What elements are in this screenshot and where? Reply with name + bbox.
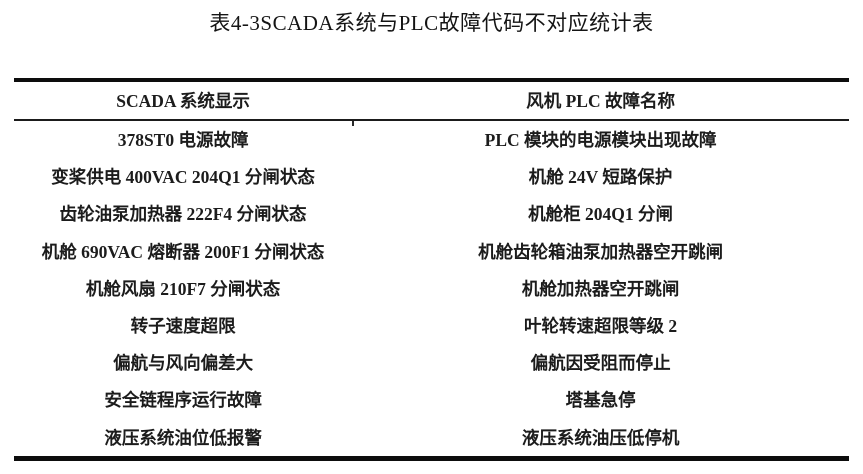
table-row: 378ST0 电源故障 PLC 模块的电源模块出现故障 bbox=[14, 121, 849, 158]
fault-code-table: SCADA 系统显示 风机 PLC 故障名称 378ST0 电源故障 PLC 模… bbox=[14, 78, 849, 461]
table-row: 机舱 690VAC 熔断器 200F1 分闸状态 机舱齿轮箱油泵加热器空开跳闸 bbox=[14, 233, 849, 270]
plc-cell: 机舱 24V 短路保护 bbox=[528, 167, 673, 188]
table-row: 变桨供电 400VAC 204Q1 分闸状态 机舱 24V 短路保护 bbox=[14, 158, 849, 195]
column-divider-tick bbox=[352, 121, 355, 126]
scada-cell: 变桨供电 400VAC 204Q1 分闸状态 bbox=[51, 167, 315, 188]
scada-cell: 齿轮油泵加热器 222F4 分闸状态 bbox=[59, 204, 307, 225]
column-header-scada: SCADA 系统显示 bbox=[116, 91, 250, 111]
table-caption: 表4-3SCADA系统与PLC故障代码不对应统计表 bbox=[209, 11, 654, 35]
plc-cell: 机舱柜 204Q1 分闸 bbox=[528, 204, 674, 225]
scada-cell: 机舱 690VAC 熔断器 200F1 分闸状态 bbox=[41, 241, 325, 262]
plc-cell: 偏航因受阻而停止 bbox=[530, 353, 671, 374]
table-row: 安全链程序运行故障 塔基急停 bbox=[14, 381, 849, 418]
table-row: 机舱风扇 210F7 分闸状态 机舱加热器空开跳闸 bbox=[14, 270, 849, 307]
plc-cell: 塔基急停 bbox=[565, 390, 636, 411]
scada-cell: 偏航与风向偏差大 bbox=[113, 353, 254, 374]
plc-cell: 机舱加热器空开跳闸 bbox=[521, 278, 680, 299]
scada-cell: 液压系统油位低报警 bbox=[104, 427, 262, 448]
table-row: 转子速度超限 叶轮转速超限等级 2 bbox=[14, 307, 849, 344]
table-row: 齿轮油泵加热器 222F4 分闸状态 机舱柜 204Q1 分闸 bbox=[14, 195, 849, 232]
scada-cell: 378ST0 电源故障 bbox=[117, 130, 249, 151]
column-header-plc: 风机 PLC 故障名称 bbox=[526, 91, 675, 111]
scada-cell: 机舱风扇 210F7 分闸状态 bbox=[85, 278, 281, 299]
plc-cell: 机舱齿轮箱油泵加热器空开跳闸 bbox=[478, 241, 724, 262]
plc-cell: PLC 模块的电源模块出现故障 bbox=[484, 130, 717, 151]
table-row: 偏航与风向偏差大 偏航因受阻而停止 bbox=[14, 344, 849, 381]
table-row: 液压系统油位低报警 液压系统油压低停机 bbox=[14, 419, 849, 456]
scada-cell: 转子速度超限 bbox=[130, 316, 236, 337]
plc-cell: 叶轮转速超限等级 2 bbox=[524, 316, 678, 337]
table-header-row: SCADA 系统显示 风机 PLC 故障名称 bbox=[14, 82, 849, 126]
plc-cell: 液压系统油压低停机 bbox=[521, 427, 680, 448]
scada-cell: 安全链程序运行故障 bbox=[104, 390, 262, 411]
